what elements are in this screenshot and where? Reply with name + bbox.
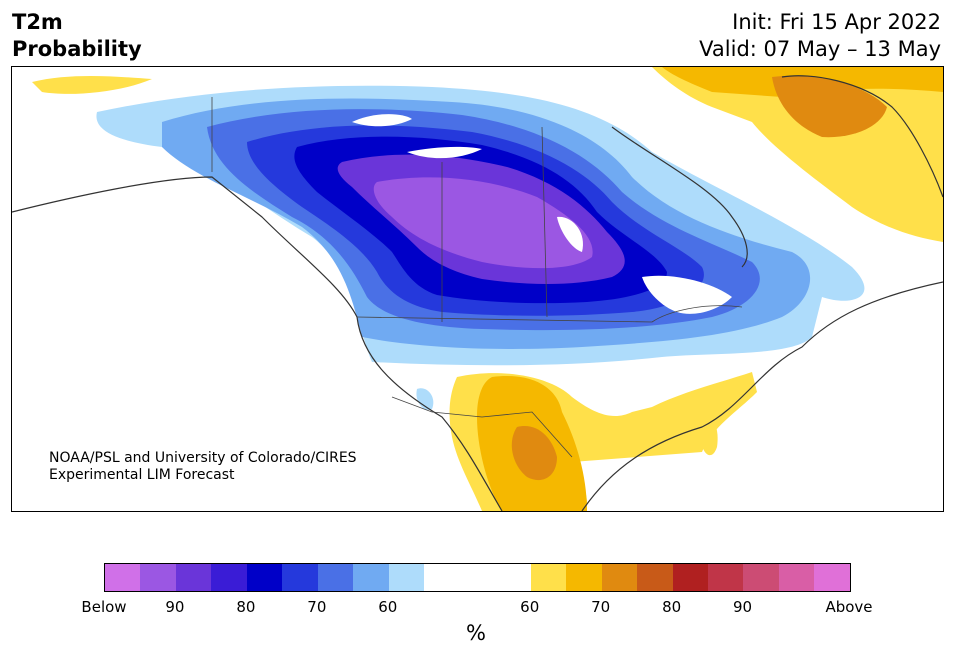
colorbar-swatch-below-2 bbox=[175, 564, 212, 591]
colorbar-swatch-above-8 bbox=[814, 564, 850, 591]
colorbar-swatch-below-7 bbox=[353, 564, 389, 591]
prob-contour-70-above-north bbox=[772, 75, 887, 138]
prob-contour-60-below-texas bbox=[416, 388, 434, 410]
colorbar-tick-label: 80 bbox=[662, 598, 682, 616]
colorbar-tick-label: 60 bbox=[378, 598, 398, 616]
colorbar-swatch-below-6 bbox=[317, 564, 354, 591]
colorbar-tick-label: Above bbox=[825, 598, 873, 616]
colorbar-swatch-above-5 bbox=[707, 564, 744, 591]
forecast-dates: Init: Fri 15 Apr 2022 Valid: 07 May – 13… bbox=[699, 9, 941, 63]
colorbar-tick-label: 70 bbox=[591, 598, 611, 616]
title-variable: T2m bbox=[12, 10, 63, 34]
bear-lake bbox=[352, 114, 412, 127]
valid-date: Valid: 07 May – 13 May bbox=[699, 37, 941, 61]
forecast-credit: NOAA/PSL and University of Colorado/CIRE… bbox=[49, 450, 357, 484]
colorbar bbox=[104, 563, 851, 592]
init-date: Init: Fri 15 Apr 2022 bbox=[732, 10, 941, 34]
colorbar-swatch-neutral bbox=[424, 564, 531, 591]
colorbar-swatch-above-0 bbox=[530, 564, 567, 591]
prob-contour-95-below bbox=[373, 177, 593, 269]
lake-winnipeg bbox=[557, 216, 583, 252]
coastlines bbox=[12, 75, 943, 511]
colorbar-swatch-above-2 bbox=[601, 564, 638, 591]
colorbar-swatch-below-1 bbox=[140, 564, 176, 591]
map-canvas bbox=[12, 67, 943, 511]
great-lakes bbox=[642, 275, 732, 314]
colorbar-swatch-above-4 bbox=[672, 564, 708, 591]
colorbar-swatch-below-4 bbox=[246, 564, 283, 591]
slave-lake bbox=[407, 146, 482, 159]
colorbar-swatch-above-6 bbox=[743, 564, 779, 591]
colorbar-unit: % bbox=[466, 621, 486, 645]
colorbar-swatch-above-7 bbox=[778, 564, 815, 591]
colorbar-tick-label: 60 bbox=[520, 598, 540, 616]
colorbar-swatch-below-8 bbox=[388, 564, 425, 591]
prob-contour-60-above-nw bbox=[32, 75, 152, 94]
prob-contour-70-above-south bbox=[511, 426, 557, 481]
colorbar-swatch-below-3 bbox=[211, 564, 247, 591]
map-title: T2m Probability bbox=[12, 9, 142, 63]
colorbar-swatch-above-3 bbox=[637, 564, 673, 591]
colorbar-tick-label: 90 bbox=[165, 598, 185, 616]
credit-line-2: Experimental LIM Forecast bbox=[49, 467, 235, 483]
colorbar-swatch-below-5 bbox=[282, 564, 318, 591]
colorbar-tick-label: 80 bbox=[236, 598, 256, 616]
borders bbox=[211, 97, 743, 458]
colorbar-tick-label: 90 bbox=[733, 598, 753, 616]
probability-map bbox=[11, 66, 944, 512]
credit-line-1: NOAA/PSL and University of Colorado/CIRE… bbox=[49, 450, 357, 466]
colorbar-swatch-above-1 bbox=[566, 564, 602, 591]
title-type: Probability bbox=[12, 37, 142, 61]
colorbar-tick-label: Below bbox=[81, 598, 127, 616]
colorbar-swatch-below-0 bbox=[105, 564, 141, 591]
colorbar-tick-label: 70 bbox=[307, 598, 327, 616]
